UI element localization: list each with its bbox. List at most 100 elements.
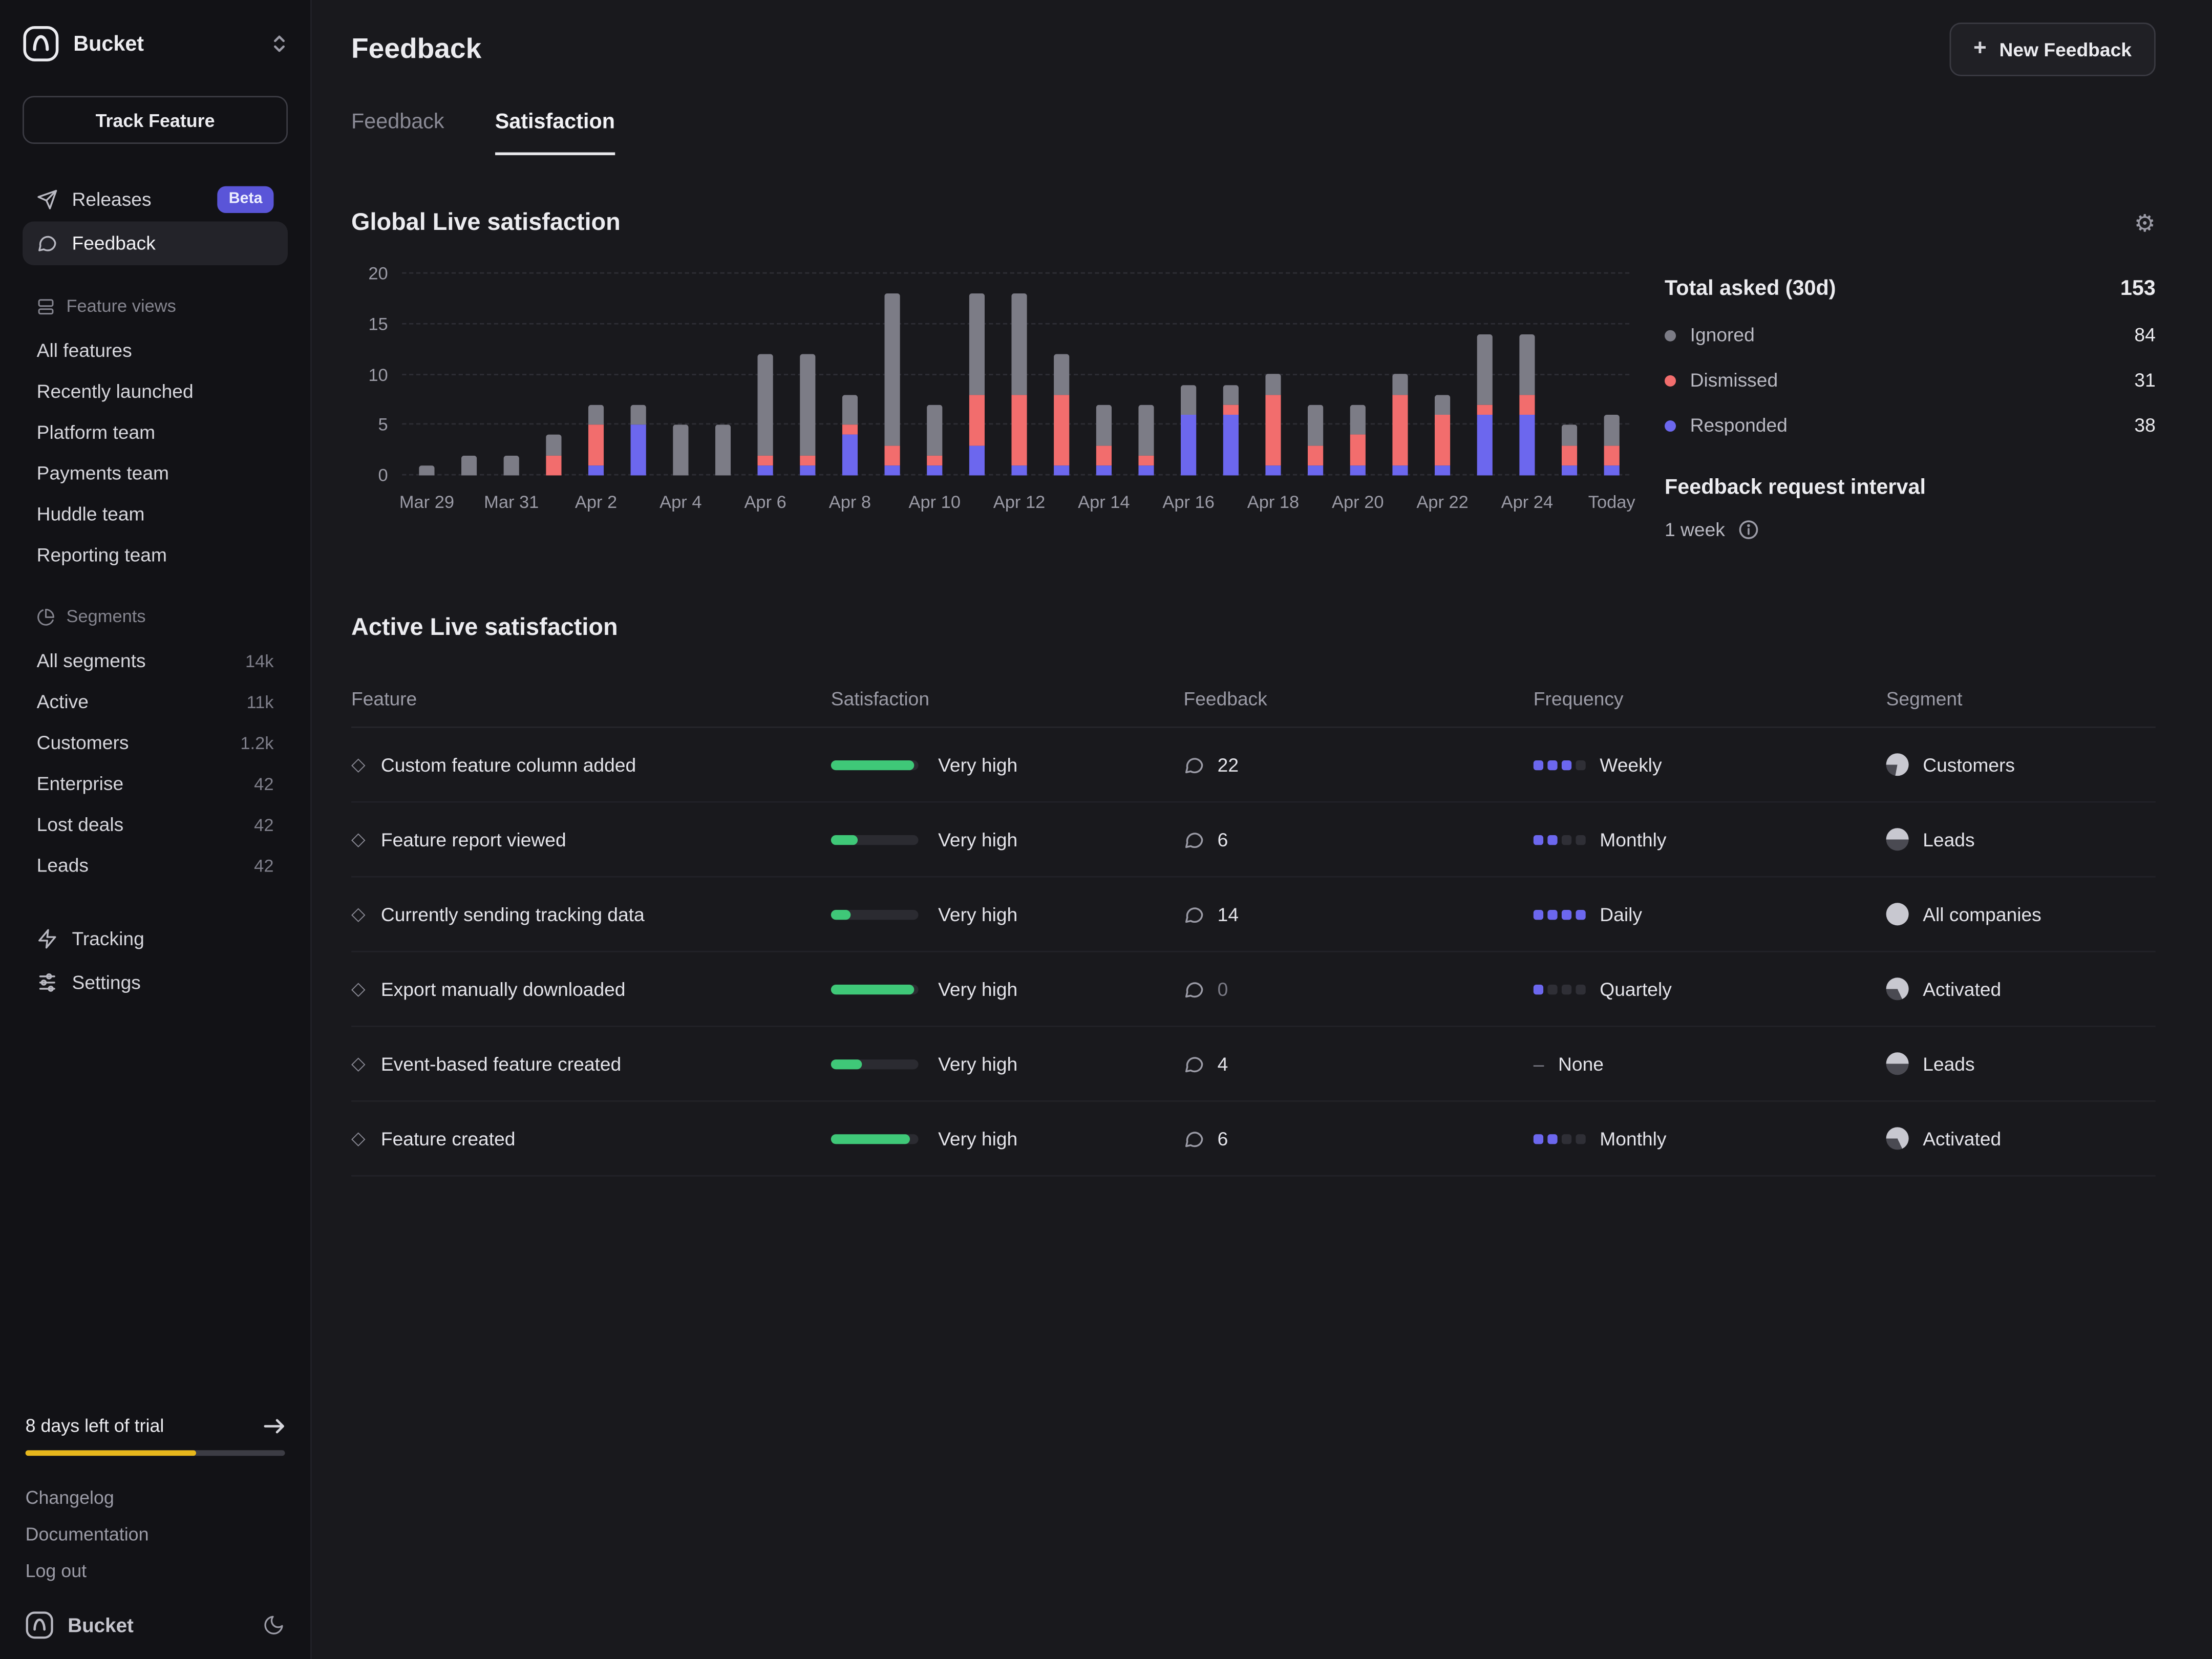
chevron-up-down-icon [271,34,288,54]
bar-segment-ignored [1181,385,1197,415]
diamond-icon: ◇ [351,903,366,924]
bar-segment-dismissed [1307,445,1324,465]
sidebar-item-segment[interactable]: Customers 1.2k [23,722,288,763]
bar-segment-responded [800,465,816,476]
satisfaction-bar [831,759,919,770]
sidebar-item-feature-view[interactable]: All features [23,330,288,371]
feedback-count: 6 [1217,828,1228,850]
bar-segment-dismissed [588,424,604,465]
info-icon[interactable] [1738,519,1759,540]
sidebar-item-feature-view[interactable]: Recently launched [23,371,288,412]
sidebar-item-feature-view[interactable]: Payments team [23,453,288,494]
footer-link-log-out[interactable]: Log out [25,1559,87,1581]
sidebar-item-label: Recently launched [36,380,194,402]
feature-cell: ◇ Feature created [351,1127,831,1150]
feedback-cell: 4 [1184,1053,1534,1074]
segment-cell: Leads [1886,1052,2156,1075]
bar-apr-15 [1138,405,1154,476]
bar-apr-9 [884,293,900,476]
sidebar-item-feedback[interactable]: Feedback [23,221,288,265]
segment-label: Leads [1923,828,1975,850]
feature-table: Feature Satisfaction Feedback Frequency … [351,670,2156,1177]
table-row[interactable]: ◇ Feature report viewed Very high 6 Monthly L… [351,803,2156,878]
satisfaction-label: Very high [938,754,1018,775]
moon-icon[interactable] [262,1614,285,1636]
bar-apr-3 [630,405,646,476]
table-row[interactable]: ◇ Currently sending tracking data Very hig… [351,878,2156,952]
column-header-segment: Segment [1886,688,1963,709]
feature-views-list: All features Recently launched Platform te… [23,330,288,576]
segments-list: All segments 14k Active 11k Customers 1.2k Ent… [23,641,288,886]
track-feature-button[interactable]: Track Feature [23,96,288,144]
table-row[interactable]: ◇ Event-based feature created Very high 4 – N… [351,1027,2156,1102]
frequency-cell: Monthly [1533,829,1886,850]
sidebar-item-feature-view[interactable]: Huddle team [23,494,288,535]
segment-cell: Activated [1886,1127,2156,1150]
sidebar-item-segment[interactable]: Active 11k [23,682,288,722]
segment-label: All companies [1923,903,2041,925]
segment-pie-icon [1886,977,1909,1001]
footer-link-changelog[interactable]: Changelog [25,1486,114,1507]
brand-name: Bucket [68,1613,134,1636]
sidebar-item-releases[interactable]: Releases Beta [23,178,288,221]
legend-item-dismissed: Dismissed 31 [1665,370,2156,391]
interval-value: 1 week [1665,519,1725,541]
page-title: Feedback [351,33,482,65]
feature-cell: ◇ Feature report viewed [351,828,831,850]
sidebar-item-settings[interactable]: Settings [23,961,288,1004]
bar-segment-dismissed [1392,394,1408,465]
y-tick-label: 0 [378,465,388,485]
sidebar-item-label: Platform team [36,421,156,443]
bar-segment-dismissed [800,455,816,465]
frequency-dot [1576,759,1586,770]
frequency-cell: Daily [1533,904,1886,925]
gear-icon[interactable]: ⚙ [2134,209,2156,237]
bar-segment-responded [1392,465,1408,476]
tab-feedback[interactable]: Feedback [351,110,444,134]
feedback-cell: 14 [1184,904,1534,925]
interval-label: Feedback request interval [1665,475,1926,500]
active-satisfaction-title: Active Live satisfaction [351,613,618,641]
footer-link-documentation[interactable]: Documentation [25,1523,149,1544]
bar-segment-dismissed [1434,415,1451,465]
sidebar-item-segment[interactable]: All segments 14k [23,641,288,682]
sidebar-item-segment[interactable]: Enterprise 42 [23,763,288,804]
segment-count: 42 [254,855,274,876]
satisfaction-bar [831,1058,919,1069]
bar-apr-2 [588,405,604,476]
frequency-cell: – None [1534,1053,1886,1074]
tab-satisfaction[interactable]: Satisfaction [495,110,615,156]
chat-bubble-icon [1184,754,1205,775]
bar-apr-12 [1011,293,1027,476]
new-feedback-button[interactable]: + New Feedback [1949,23,2156,76]
bar-segment-responded [630,424,646,476]
bar-segment-ignored [1011,293,1027,395]
table-row[interactable]: ◇ Export manually downloaded Very high 0 Qua… [351,952,2156,1027]
main-content: Feedback + New Feedback Feedback Satisfa… [312,0,2212,1659]
bar-segment-dismissed [1096,445,1112,465]
sidebar-item-segment[interactable]: Lost deals 42 [23,804,288,845]
sidebar-item-label: Lost deals [36,814,124,836]
frequency-dots [1533,834,1586,844]
workspace-switcher[interactable]: Bucket [23,23,288,65]
bar-segment-ignored [419,465,435,476]
diamond-icon: ◇ [351,977,366,999]
x-tick-label: Today [1588,492,1635,513]
trial-banner[interactable]: 8 days left of trial [23,1415,288,1436]
sidebar-item-feature-view[interactable]: Reporting team [23,535,288,576]
table-row[interactable]: ◇ Feature created Very high 6 Monthly Activat… [351,1102,2156,1177]
bar-segment-ignored [1477,334,1493,405]
sidebar-item-tracking[interactable]: Tracking [23,917,288,961]
satisfaction-cell: Very high [831,1053,1184,1074]
satisfaction-bar-fill [831,1133,910,1144]
bar-segment-ignored [503,455,519,476]
chart-y-axis: 0 5 10 15 20 [351,264,402,485]
table-row[interactable]: ◇ Custom feature column added Very high 22 W… [351,728,2156,803]
sidebar-item-feature-view[interactable]: Platform team [23,412,288,453]
y-tick-label: 20 [368,264,388,284]
bar-segment-ignored [673,424,689,476]
feedback-count: 4 [1217,1053,1228,1075]
sidebar-item-segment[interactable]: Leads 42 [23,845,288,886]
satisfaction-bar [831,1133,919,1144]
bar-segment-responded [927,465,943,476]
